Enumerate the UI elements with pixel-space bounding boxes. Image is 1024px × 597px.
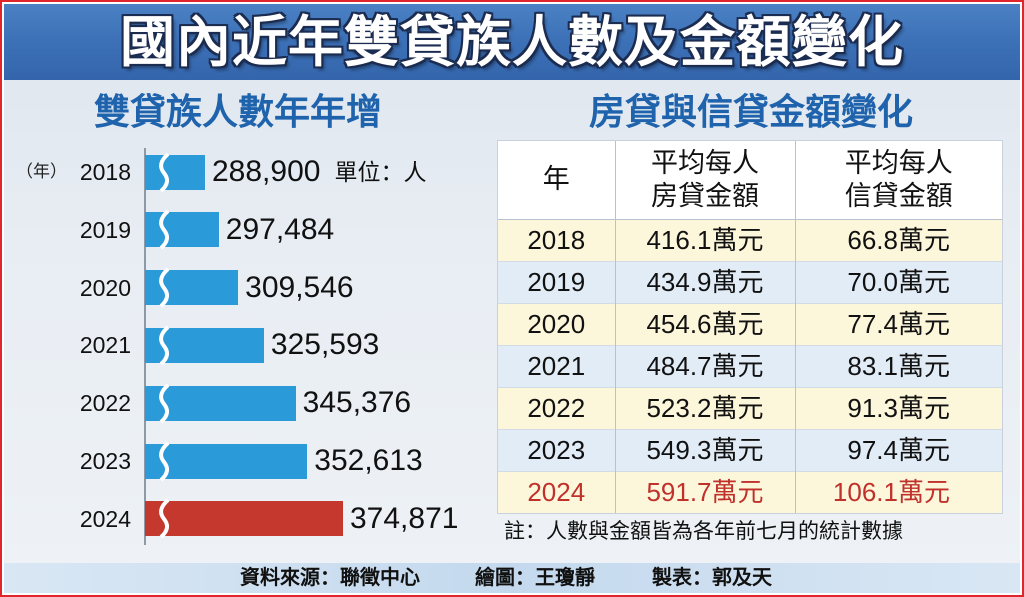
table-credit: 製表：郭及天 bbox=[652, 567, 772, 589]
table-title: 房貸與信貸金額變化 bbox=[588, 91, 913, 132]
category-label: 2023 bbox=[79, 448, 131, 474]
year-cell: 2020 bbox=[498, 302, 615, 345]
table-row: 2021 484.7萬元 83.1萬元 bbox=[498, 344, 1002, 387]
credit-loan-amount-cell: 83.1萬元 bbox=[794, 344, 1002, 387]
value-label: 325,593 bbox=[270, 328, 380, 362]
value-label-group: 374,871 bbox=[350, 501, 458, 537]
bar bbox=[145, 498, 343, 539]
axis-break-icon bbox=[159, 209, 170, 250]
bar bbox=[145, 267, 239, 308]
bar bbox=[145, 383, 296, 424]
category-axis-label: （年） bbox=[16, 162, 67, 181]
column-header-line: 平均每人 bbox=[844, 147, 953, 178]
value-label-group: 325,593 bbox=[271, 327, 379, 363]
credit-loan-amount-cell: 77.4萬元 bbox=[794, 302, 1002, 345]
year-cell: 2018 bbox=[498, 218, 615, 261]
value-label: 309,546 bbox=[245, 270, 354, 304]
credit-loan-amount-cell: 91.3萬元 bbox=[794, 386, 1002, 429]
table-row: 2019 434.9萬元 70.0萬元 bbox=[498, 260, 1002, 303]
table-header-row: 年平均每人 房貸金額 平均每人 信貸金額 bbox=[498, 141, 1002, 220]
axis-break-icon bbox=[159, 152, 170, 193]
table-body: 2018 416.1萬元 66.8萬元 2019 434.9萬元 70.0萬元 2020 45… bbox=[498, 218, 1002, 513]
value-label-group: 352,613 bbox=[314, 443, 422, 479]
category-label: 2021 bbox=[79, 332, 131, 359]
graphics-credit: 繪圖：王瓊靜 bbox=[475, 567, 595, 589]
axis-break-icon bbox=[159, 498, 170, 539]
value-label: 297,484 bbox=[225, 212, 335, 246]
column-header-line: 平均每人 bbox=[651, 147, 759, 178]
value-label-group: 345,376 bbox=[303, 385, 411, 421]
footnote: 註：人數與金額皆為各年前七月的統計數據 bbox=[504, 520, 903, 543]
value-label-group: 297,484 bbox=[226, 212, 334, 248]
credit-loan-amount-cell: 97.4萬元 bbox=[794, 428, 1002, 471]
page-title: 國內近年雙貸族人數及金額變化 bbox=[119, 10, 904, 73]
axis-break-stroke bbox=[159, 383, 170, 424]
year-cell: 2024 bbox=[498, 470, 615, 513]
value-label: 352,613 bbox=[314, 444, 423, 477]
table-header: 年平均每人 房貸金額 平均每人 信貸金額 bbox=[498, 141, 1002, 220]
column-header-line: 房貸金額 bbox=[651, 180, 759, 211]
year-cell: 2021 bbox=[498, 344, 615, 387]
loan-amount-table-grid: 年平均每人 房貸金額 平均每人 信貸金額 2018 416.1萬元 66.8萬元 2019 4… bbox=[498, 141, 1002, 513]
column-header: 平均每人 房貸金額 bbox=[614, 141, 795, 220]
value-label: 345,376 bbox=[302, 386, 412, 420]
category-label: 2019 bbox=[79, 216, 131, 243]
bar bbox=[145, 152, 205, 193]
value-label-group: 309,546 bbox=[245, 270, 353, 306]
bar bbox=[145, 441, 308, 482]
axis-break-stroke bbox=[159, 325, 170, 366]
mortgage-amount-cell: 416.1萬元 bbox=[614, 218, 795, 261]
axis-break-icon bbox=[159, 383, 170, 424]
column-header-line: 年 bbox=[542, 164, 570, 195]
axis-break-icon bbox=[159, 267, 170, 308]
category-label: 2024 bbox=[79, 505, 131, 532]
axis-break-stroke bbox=[159, 498, 170, 539]
credit-loan-amount-cell: 66.8萬元 bbox=[794, 218, 1002, 261]
bar bbox=[145, 209, 219, 250]
borrower-count-bar-chart: （年） 2018 288,900 單位：人 2019 297,484 2020 309,54… bbox=[0, 145, 496, 555]
column-header: 平均每人 信貸金額 bbox=[794, 141, 1002, 220]
category-label: 2022 bbox=[79, 390, 131, 417]
credit-loan-amount-cell: 70.0萬元 bbox=[794, 260, 1002, 303]
mortgage-amount-cell: 549.3萬元 bbox=[614, 428, 795, 471]
column-header: 年 bbox=[498, 141, 615, 220]
table-row: 2018 416.1萬元 66.8萬元 bbox=[498, 218, 1002, 261]
value-label-group: 288,900 單位：人 bbox=[212, 154, 426, 190]
bar bbox=[145, 325, 264, 366]
year-cell: 2019 bbox=[498, 260, 615, 303]
year-cell: 2023 bbox=[498, 428, 615, 471]
table-row: 2024 591.7萬元 106.1萬元 bbox=[498, 470, 1002, 513]
mortgage-amount-cell: 434.9萬元 bbox=[614, 260, 795, 303]
loan-amount-table: 年平均每人 房貸金額 平均每人 信貸金額 2018 416.1萬元 66.8萬元 2019 4… bbox=[497, 140, 1003, 514]
value-label: 288,900 bbox=[212, 155, 321, 188]
unit-label: 單位：人 bbox=[334, 159, 427, 185]
axis-break-stroke bbox=[159, 267, 170, 308]
table-row: 2022 523.2萬元 91.3萬元 bbox=[498, 386, 1002, 429]
mortgage-amount-cell: 523.2萬元 bbox=[614, 386, 795, 429]
category-label: 2020 bbox=[79, 274, 131, 301]
mortgage-amount-cell: 454.6萬元 bbox=[614, 302, 795, 345]
category-label: 2018 bbox=[79, 159, 131, 185]
column-header-line: 信貸金額 bbox=[844, 180, 953, 211]
title-banner: 國內近年雙貸族人數及金額變化 bbox=[4, 4, 1020, 80]
year-cell: 2022 bbox=[498, 386, 615, 429]
value-label: 374,871 bbox=[350, 501, 459, 535]
table-row: 2023 549.3萬元 97.4萬元 bbox=[498, 428, 1002, 471]
bar-chart-title: 雙貸族人數年年增 bbox=[93, 91, 382, 132]
mortgage-amount-cell: 484.7萬元 bbox=[614, 344, 795, 387]
axis-break-stroke bbox=[159, 209, 170, 250]
axis-break-stroke bbox=[159, 441, 170, 482]
mortgage-amount-cell: 591.7萬元 bbox=[614, 470, 795, 513]
source-credit: 資料來源：聯徵中心 bbox=[240, 567, 420, 589]
axis-break-icon bbox=[159, 441, 170, 482]
credits-bar: 資料來源：聯徵中心 繪圖：王瓊靜 製表：郭及天 bbox=[4, 563, 1020, 593]
axis-break-icon bbox=[159, 325, 170, 366]
table-row: 2020 454.6萬元 77.4萬元 bbox=[498, 302, 1002, 345]
credit-loan-amount-cell: 106.1萬元 bbox=[794, 470, 1002, 513]
axis-break-stroke bbox=[159, 152, 170, 193]
